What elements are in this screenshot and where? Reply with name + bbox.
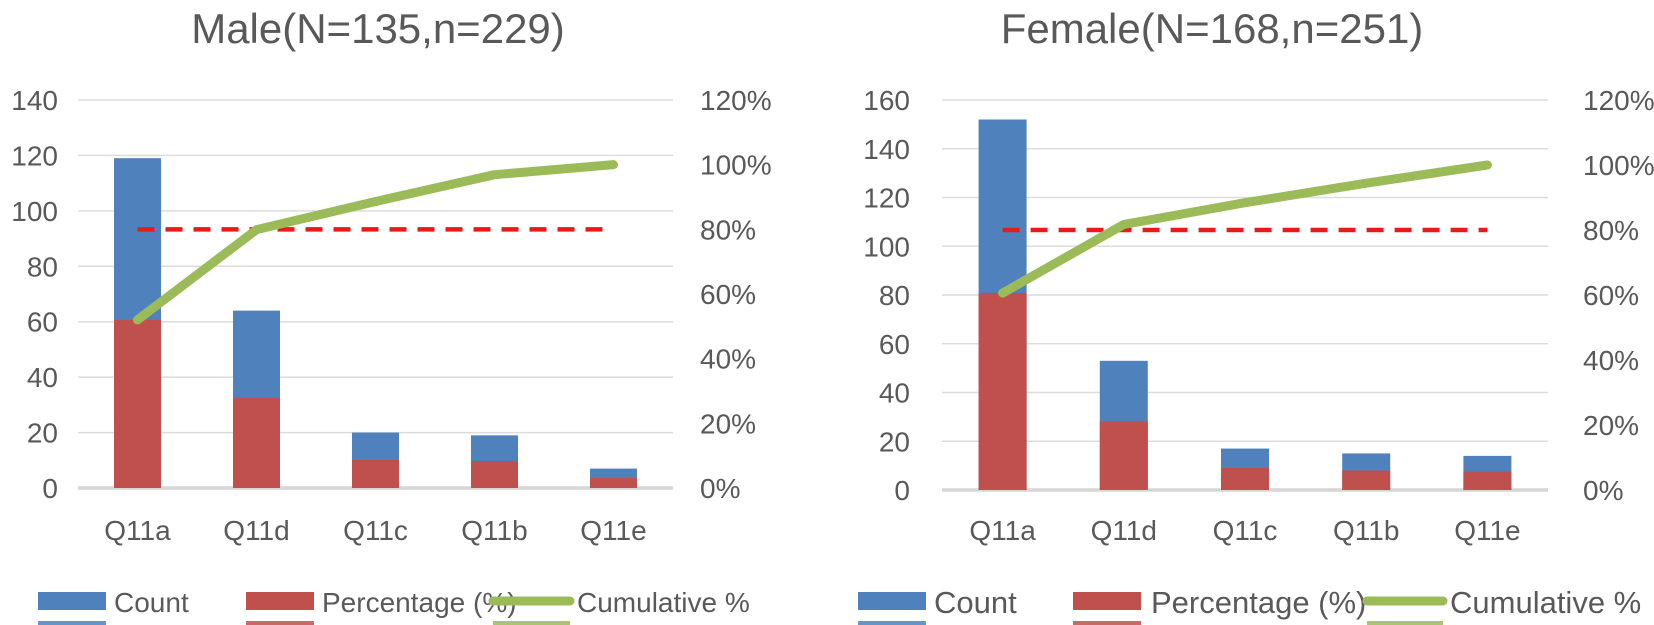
bar-percentage-Q11e [1463,471,1512,490]
bar-percentage-Q11d [233,397,280,488]
left-axis-tick-label: 160 [863,85,910,116]
left-axis-tick-label: 40 [879,378,910,409]
left-axis-tick-label: 140 [11,85,58,116]
right-axis-tick-label: 80% [1583,215,1639,246]
right-axis-tick-label: 40% [1583,345,1639,376]
legend-label-count: Count [934,585,1017,620]
left-axis-tick-label: 0 [42,473,58,504]
left-axis-tick-label: 20 [879,426,910,457]
bar-percentage-Q11c [352,459,399,488]
legend-cropped-row-hint [246,621,314,625]
left-axis-tick-label: 20 [27,418,58,449]
category-label-Q11c: Q11c [1213,515,1278,546]
left-axis-tick-label: 120 [11,140,58,171]
legend-label-percentage: Percentage (%) [322,587,517,618]
right-axis-tick-label: 80% [700,214,756,245]
cumulative-line [998,160,1492,298]
left-axis-tick-label: 140 [863,134,910,165]
chart-female: 0 20 40 60 80 100 120 140 160 0% 20% 40% 60% 80% 100% 1… [858,5,1654,625]
category-label-Q11c: Q11c [343,515,408,546]
right-axis-tick-label: 0% [700,473,740,504]
left-axis-tick-label: 100 [863,231,910,262]
chart-title: Male(N=135,n=229) [191,5,565,52]
bar-percentage-Q11e [590,477,637,488]
legend-cropped-row-hint [493,621,570,625]
legend-cropped-row-hint [858,621,926,625]
right-axis-tick-label: 120% [700,85,772,116]
right-axis-tick-label: 40% [700,344,756,375]
right-axis-tick-label: 100% [700,150,772,181]
legend-cropped-row-hint [38,621,106,625]
left-axis-tick-label: 40 [27,362,58,393]
category-label-Q11b: Q11b [461,515,527,546]
right-axis-tick-label: 120% [1583,85,1654,116]
cumulative-line [133,160,618,325]
bar-percentage-Q11b [471,461,518,488]
right-axis-tick-label: 60% [1583,280,1639,311]
left-axis-tick-label: 100 [11,196,58,227]
bar-percentage-Q11a [978,293,1027,490]
legend-label-count: Count [114,587,189,618]
legend-swatch-percentage [246,592,314,610]
legend-cropped-row-hint [1367,621,1443,625]
left-axis-tick-label: 80 [879,280,910,311]
bar-percentage-Q11b [1342,470,1391,490]
category-label-Q11d: Q11d [1091,515,1157,546]
legend-cropped-row-hint [1073,621,1141,625]
bar-percentage-Q11a [114,319,161,488]
right-axis-tick-label: 0% [1583,475,1623,506]
category-label-Q11e: Q11e [580,515,646,546]
left-axis-tick-label: 0 [894,475,910,506]
right-axis-tick-label: 60% [700,279,756,310]
left-axis-tick-label: 120 [863,183,910,214]
legend-label-cumulative: Cumulative % [577,587,750,618]
legend-label-percentage: Percentage (%) [1151,585,1366,620]
legend-swatch-percentage [1073,592,1141,610]
chart-title: Female(N=168,n=251) [1001,5,1424,52]
left-axis-tick-label: 80 [27,251,58,282]
bar-percentage-Q11d [1099,421,1148,490]
right-axis-tick-label: 20% [1583,410,1639,441]
category-label-Q11a: Q11a [969,515,1036,546]
bar-percentage-Q11c [1221,467,1269,490]
legend-swatch-count [38,592,106,610]
chart-male: 0 20 40 60 80 100 120 140 0% 20% 40% 60% 80% 100% 120%… [11,5,772,625]
category-label-Q11e: Q11e [1454,515,1520,546]
category-label-Q11b: Q11b [1333,515,1399,546]
legend-label-cumulative: Cumulative % [1450,585,1641,620]
legend-swatch-count [858,592,926,610]
left-axis-tick-label: 60 [879,329,910,360]
right-axis-tick-label: 20% [700,408,756,439]
left-axis-tick-label: 60 [27,307,58,338]
right-axis-tick-label: 100% [1583,150,1654,181]
category-label-Q11a: Q11a [104,515,171,546]
category-label-Q11d: Q11d [223,515,289,546]
